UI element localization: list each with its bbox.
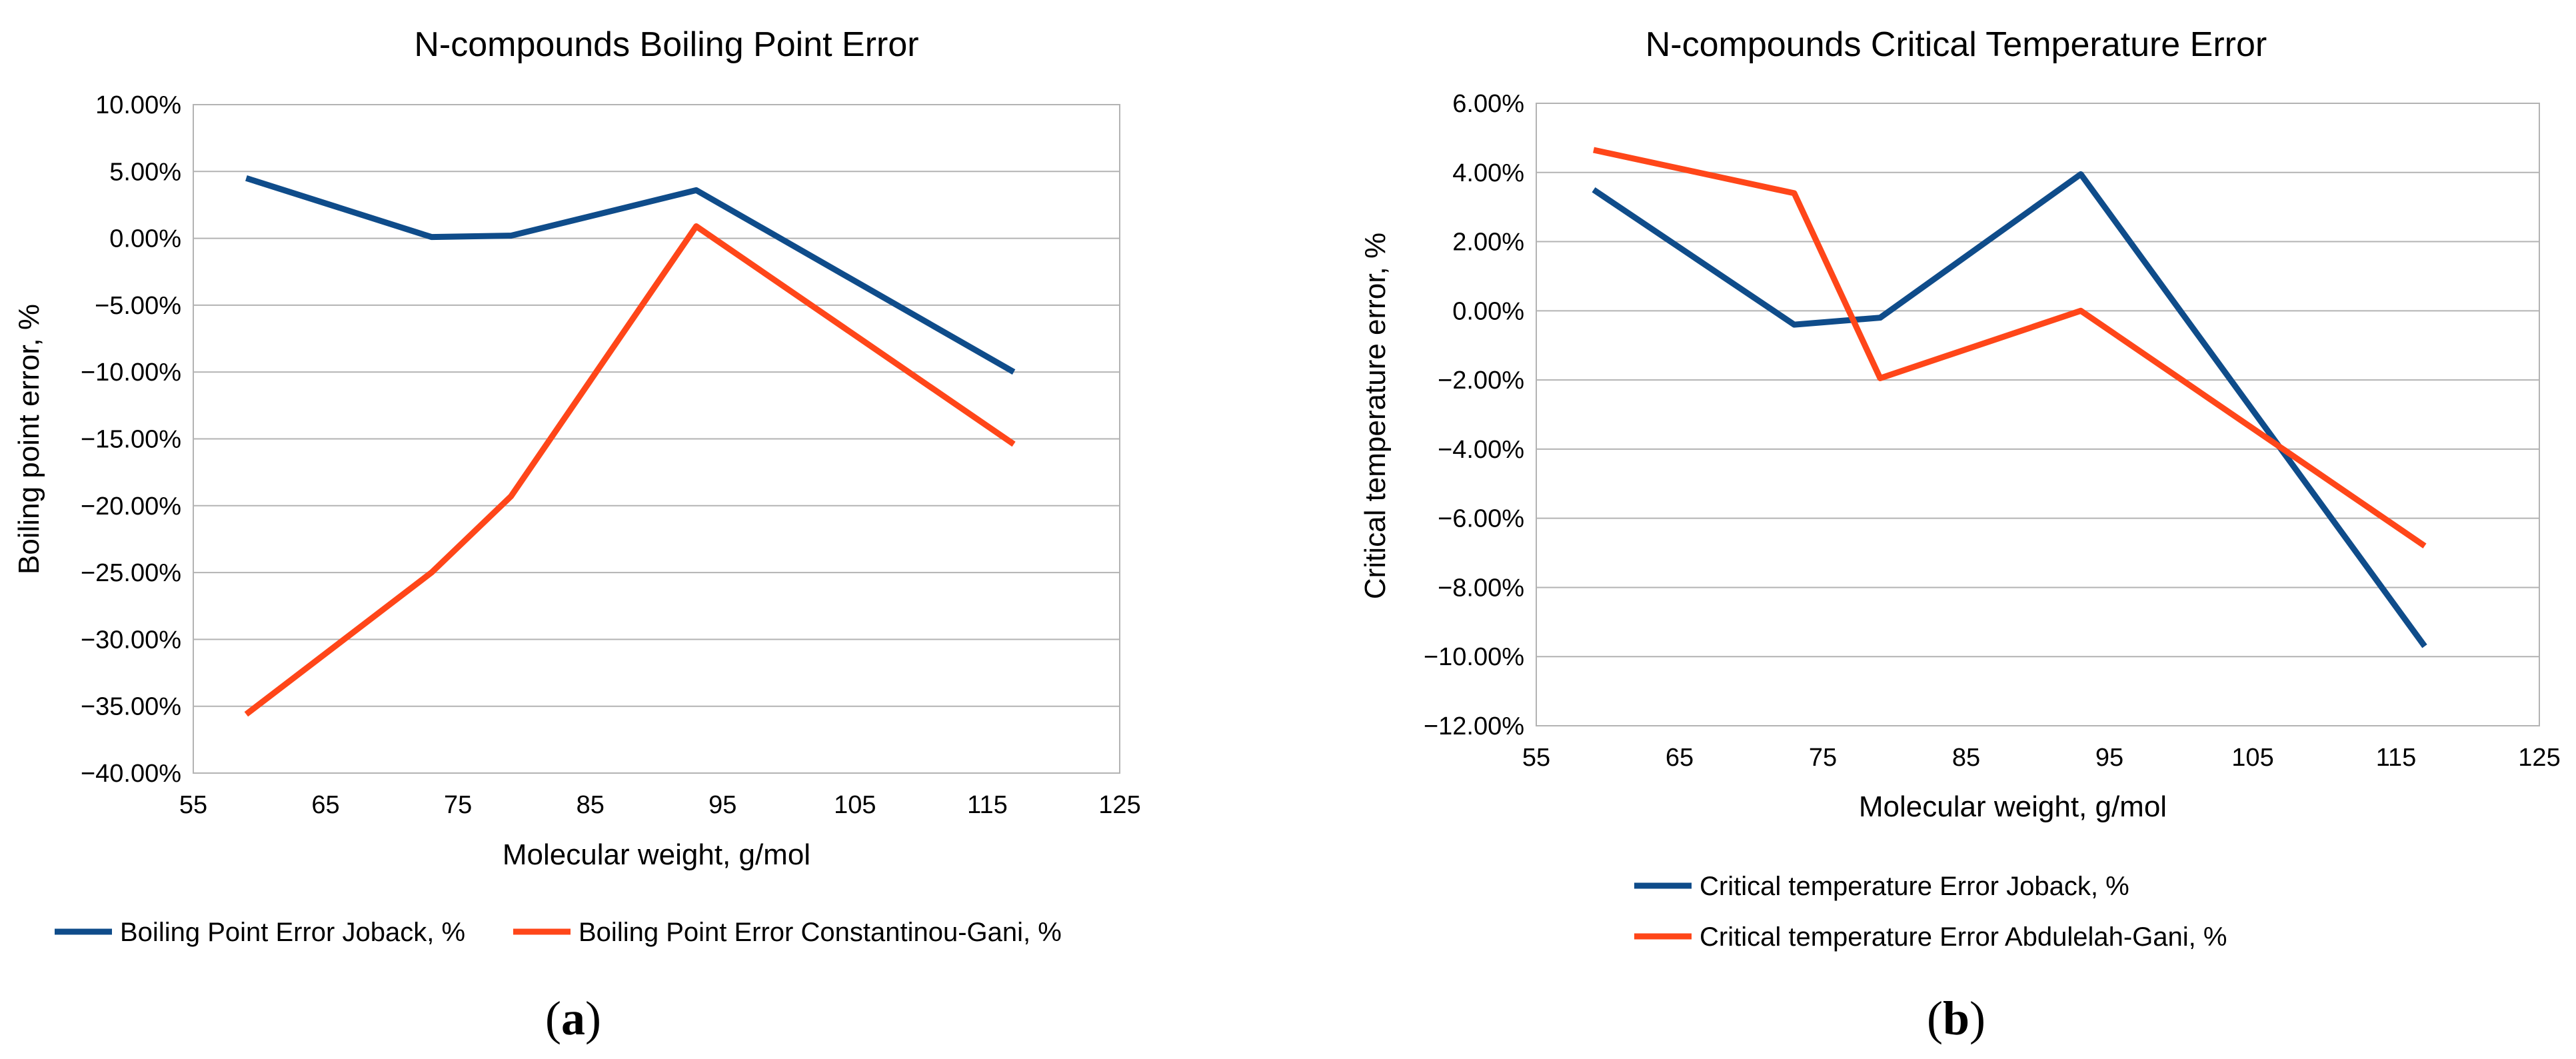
- chart-b-y-tick-label: −2.00%: [1438, 367, 1524, 395]
- chart-b-x-tick-label: 125: [2518, 744, 2560, 772]
- chart-b-series-line-joback: [1592, 171, 2427, 648]
- chart-a-y-tick-label: 0.00%: [109, 225, 181, 253]
- chart-a-y-axis-label: Boiling point error, %: [13, 304, 45, 574]
- chart-b-x-tick-label: 85: [1952, 744, 1980, 772]
- chart-b-x-axis-label: Molecular weight, g/mol: [1859, 790, 2167, 823]
- chart-b-y-tick-labels: 6.00% 4.00% 2.00% 0.00% −2.00% −4.00% −6.00% −8…: [1424, 90, 1524, 740]
- chart-a-x-tick-label: 105: [834, 791, 876, 819]
- panel-label-b: (b): [1927, 992, 1985, 1045]
- chart-a-y-tick-label: −15.00%: [81, 426, 181, 454]
- chart-b-y-tick-label: −8.00%: [1438, 574, 1524, 602]
- chart-b-legend-label-joback: Critical temperature Error Joback, %: [1700, 872, 2129, 901]
- chart-a-legend-label-joback: Boiling Point Error Joback, %: [120, 918, 465, 947]
- chart-b-plot-area: [1536, 103, 2540, 726]
- chart-a-y-tick-label: −35.00%: [81, 693, 181, 721]
- panel-label-a: (a): [545, 992, 601, 1045]
- chart-a-x-tick-label: 95: [708, 791, 736, 819]
- chart-a-y-tick-labels: 10.00% 5.00% 0.00% −5.00% −10.00% −15.00% −20.…: [81, 91, 181, 788]
- chart-b-gridlines: [1536, 103, 2539, 726]
- chart-b: N-compounds Critical Temperature Error 6…: [1359, 25, 2561, 1045]
- chart-a-x-tick-label: 75: [444, 791, 472, 819]
- chart-a-x-tick-labels: 55 65 75 85 95 105 115 125: [179, 791, 1141, 819]
- chart-a-x-tick-label: 85: [577, 791, 605, 819]
- chart-a-y-tick-label: 10.00%: [95, 91, 181, 119]
- chart-a-title: N-compounds Boiling Point Error: [414, 25, 918, 64]
- chart-b-x-tick-label: 105: [2231, 744, 2273, 772]
- chart-b-legend: Critical temperature Error Joback, % Cri…: [1634, 872, 2227, 952]
- chart-b-x-tick-label: 55: [1522, 744, 1550, 772]
- chart-a-y-tick-label: −10.00%: [81, 359, 181, 387]
- panel-label-b-letter: b: [1943, 992, 1969, 1045]
- chart-a-x-tick-label: 65: [311, 791, 339, 819]
- chart-b-y-tick-label: 4.00%: [1452, 159, 1524, 187]
- chart-a-x-tick-label: 125: [1098, 791, 1140, 819]
- chart-b-legend-label-abdulelah-gani: Critical temperature Error Abdulelah-Gan…: [1700, 922, 2227, 952]
- chart-a: N-compounds Boiling Point Error 10.00% 5.…: [13, 25, 1141, 1045]
- chart-a-y-tick-label: −30.00%: [81, 626, 181, 654]
- chart-b-x-tick-label: 95: [2095, 744, 2123, 772]
- chart-b-y-tick-label: −4.00%: [1438, 436, 1524, 464]
- chart-b-y-tick-label: −10.00%: [1424, 643, 1524, 671]
- chart-b-series-line-abdulelah-gani: [1593, 147, 2427, 548]
- chart-b-y-tick-label: 2.00%: [1452, 229, 1524, 257]
- chart-a-y-tick-label: −25.00%: [81, 559, 181, 587]
- chart-b-x-tick-label: 65: [1666, 744, 1694, 772]
- chart-a-legend-label-constantinou-gani: Boiling Point Error Constantinou-Gani, %: [579, 918, 1062, 947]
- chart-a-series: [244, 175, 1016, 717]
- chart-b-title: N-compounds Critical Temperature Error: [1646, 25, 2267, 64]
- chart-a-series-line-joback: [245, 175, 1016, 375]
- chart-a-y-tick-label: −40.00%: [81, 760, 181, 788]
- chart-a-x-tick-label: 55: [179, 791, 207, 819]
- chart-a-y-tick-label: 5.00%: [109, 158, 181, 186]
- chart-b-y-axis-label: Critical temperature error, %: [1359, 233, 1392, 599]
- chart-b-y-tick-label: 0.00%: [1452, 297, 1524, 325]
- chart-a-series-line-constantinou-gani: [244, 223, 1016, 717]
- chart-a-x-axis-label: Molecular weight, g/mol: [503, 838, 810, 871]
- chart-b-x-tick-labels: 55 65 75 85 95 105 115 125: [1522, 744, 2561, 772]
- chart-a-legend: Boiling Point Error Joback, % Boiling Po…: [55, 918, 1062, 947]
- chart-b-x-tick-label: 75: [1809, 744, 1837, 772]
- chart-a-x-tick-label: 115: [967, 791, 1008, 819]
- chart-b-x-tick-label: 115: [2376, 744, 2417, 772]
- chart-b-y-tick-label: −12.00%: [1424, 712, 1524, 740]
- chart-a-y-tick-label: −20.00%: [81, 493, 181, 521]
- chart-b-y-tick-label: −6.00%: [1438, 505, 1524, 533]
- chart-b-series: [1592, 147, 2427, 648]
- panel-label-a-letter: a: [561, 992, 585, 1045]
- chart-a-plot-area: [193, 104, 1120, 774]
- chart-b-y-tick-label: 6.00%: [1452, 90, 1524, 118]
- chart-a-y-tick-label: −5.00%: [95, 292, 181, 320]
